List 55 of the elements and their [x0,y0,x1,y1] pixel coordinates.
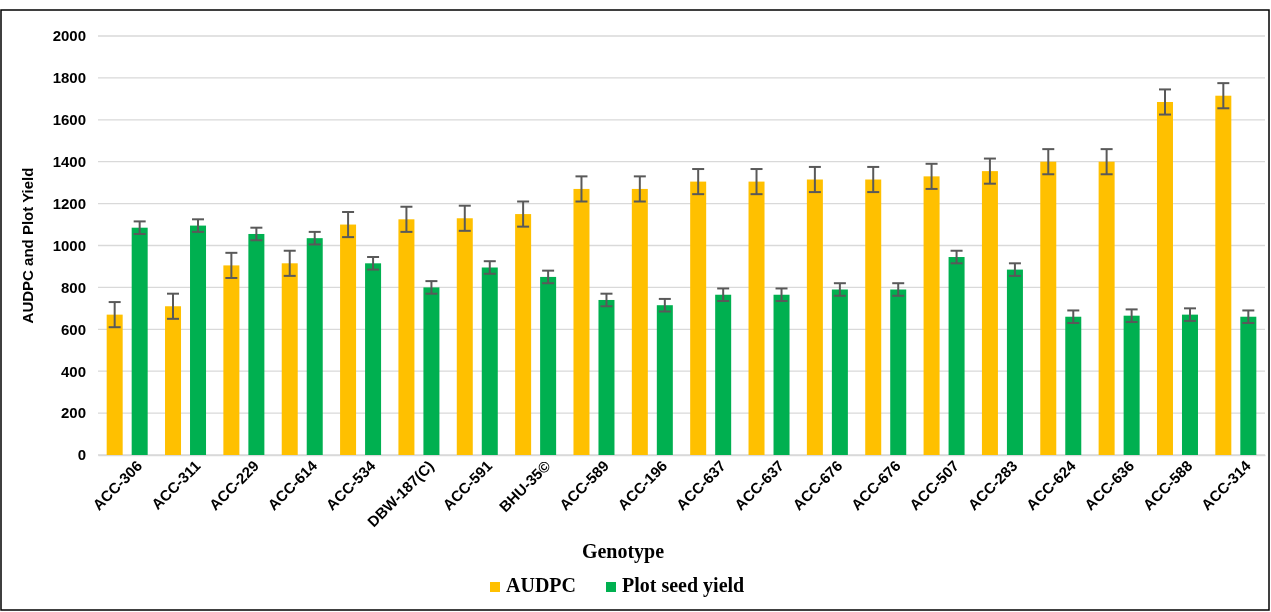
bar [306,238,323,455]
y-tick-label: 1800 [52,69,86,87]
bar [1123,315,1140,455]
y-axis-title: AUDPC and Plot Yield [19,167,36,324]
y-tick-label: 600 [60,320,86,338]
bar [948,257,965,455]
bar [806,179,823,455]
y-tick-label: 1200 [52,194,86,212]
bar [423,287,440,455]
bar [1181,314,1198,455]
bar [715,294,732,455]
bar [748,181,765,455]
bar [1040,161,1057,455]
bar [1098,161,1115,455]
legend-label: AUDPC [506,574,576,596]
y-tick-label: 400 [60,362,86,380]
y-tick-label: 800 [60,278,86,296]
bar [923,176,940,455]
bar [1156,101,1173,455]
bar [1006,269,1023,455]
y-tick-label: 2000 [52,27,86,45]
bar [165,306,182,455]
bar [981,171,998,455]
bar [890,289,907,455]
bar [573,188,590,455]
bar [540,276,557,455]
bar [340,224,357,455]
bar [656,305,673,455]
bar [190,225,207,455]
bar [365,263,382,455]
bar [865,179,882,455]
y-tick-label: 0 [77,446,86,464]
y-tick-label: 1400 [52,153,86,170]
bar [223,265,240,455]
y-tick-label: 1600 [52,111,86,129]
x-axis-title: Genotype [581,540,665,563]
bar [481,267,498,455]
bar [515,214,532,455]
bar [690,181,707,455]
bar [131,227,148,455]
legend-label: Plot seed yield [622,574,745,597]
bar [281,263,298,455]
bar [1065,316,1082,455]
bar [248,233,265,455]
bar [773,294,790,455]
bar [398,219,415,455]
bar [831,289,848,455]
y-tick-label: 200 [60,404,86,422]
bar [631,188,648,455]
bar [598,299,615,455]
bar [1215,95,1232,455]
y-tick-label: 1000 [52,236,86,254]
bar [1240,316,1257,455]
bar [456,218,473,455]
bar [106,314,123,455]
